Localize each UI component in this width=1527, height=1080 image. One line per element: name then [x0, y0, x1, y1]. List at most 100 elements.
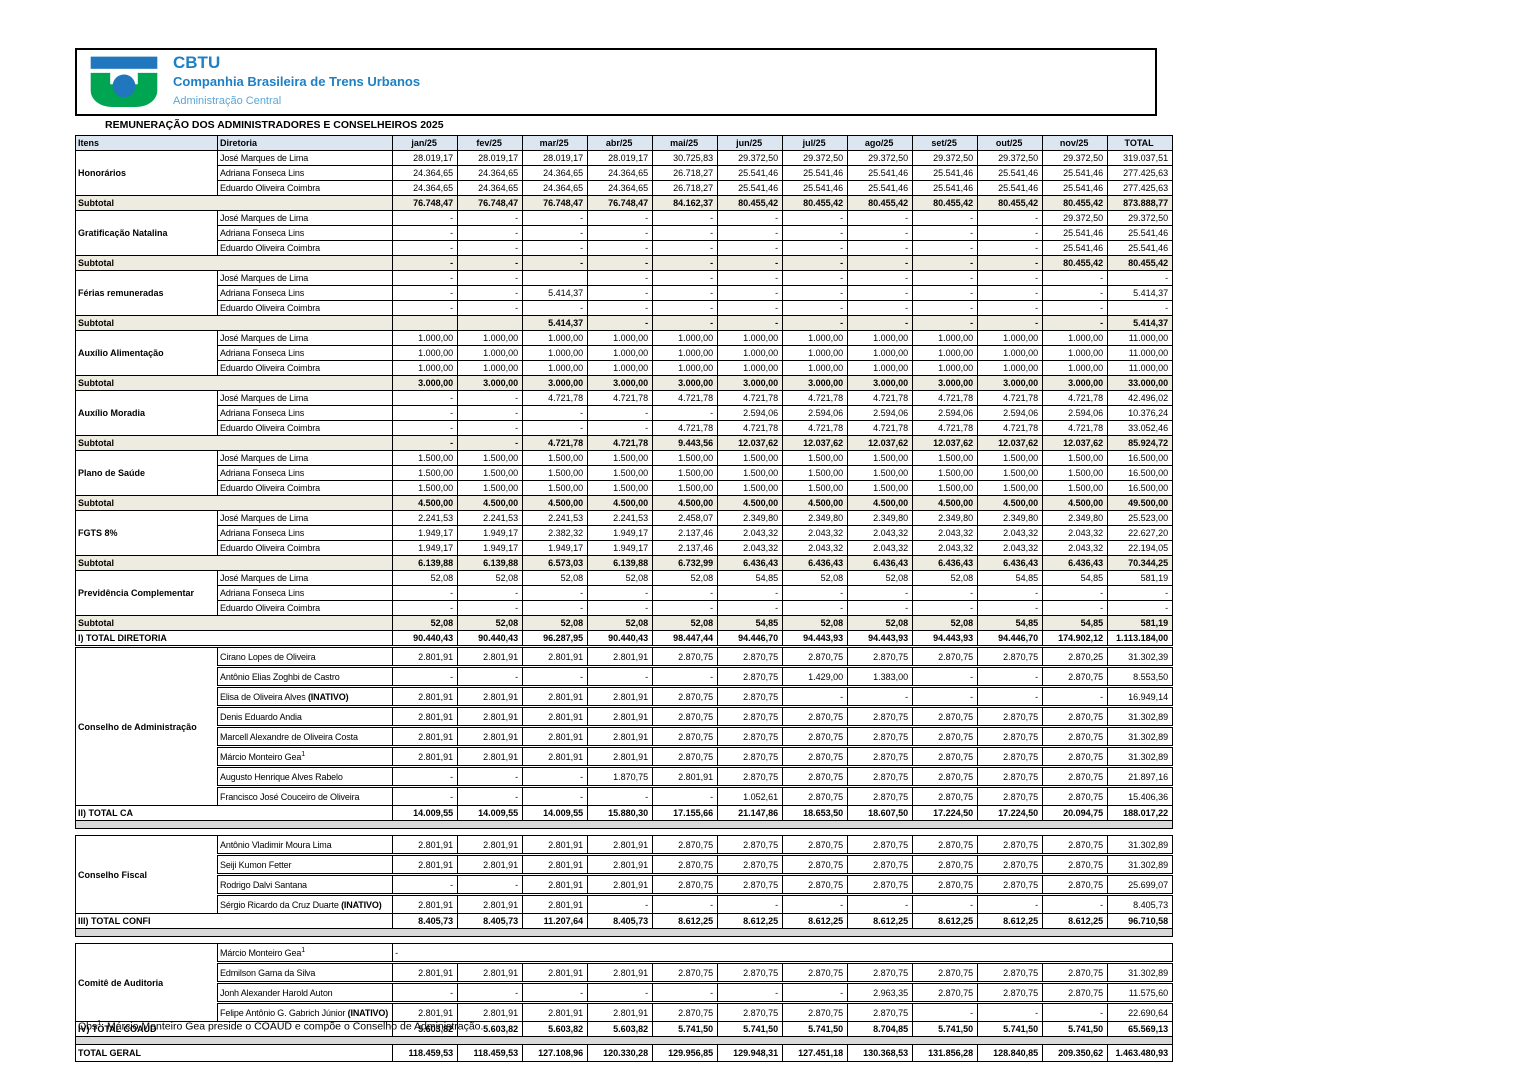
- amount-cell: 2.870,75: [912, 853, 979, 875]
- amount-cell: 2.870,75: [717, 745, 784, 767]
- amount-cell: -: [717, 210, 784, 226]
- member-row: Eduardo Oliveira Coimbra 1.000,00 1.000,00…: [76, 360, 1174, 376]
- amount-cell: -: [392, 765, 459, 787]
- amount-cell: 1.500,00: [587, 465, 654, 481]
- table-body: Honorários José Marques de Lima 28.019,17 2…: [74, 150, 1174, 1062]
- amount-cell: -: [652, 270, 719, 286]
- amount-cell: 6.573,03: [522, 555, 589, 571]
- amount-cell: 76.748,47: [457, 195, 524, 211]
- amount-cell: -: [977, 685, 1044, 707]
- section-label: Conselho Fiscal: [75, 835, 218, 914]
- amount-cell: 17.224,50: [977, 805, 1044, 821]
- amount-cell: 2.801,91: [587, 685, 654, 707]
- amount-cell: 2.801,91: [522, 725, 589, 747]
- amount-cell: 4.721,78: [522, 435, 589, 451]
- member-row: FGTS 8% José Marques de Lima 2.241,53 2.241…: [75, 510, 1174, 556]
- amount-cell: 1.870,75: [587, 765, 654, 787]
- amount-cell: 22.194,05: [1107, 540, 1174, 556]
- amount-cell: 1.500,00: [652, 480, 719, 496]
- amount-cell: 25.541,46: [1042, 240, 1109, 256]
- amount-cell: 2.043,32: [847, 540, 914, 556]
- amount-cell: 54,85: [1042, 615, 1109, 631]
- amount-cell: 4.721,78: [652, 390, 719, 406]
- amount-cell: 52,08: [782, 570, 849, 586]
- amount-cell: 54,85: [717, 615, 784, 631]
- amount-cell: 1.949,17: [587, 540, 654, 556]
- amount-cell: 52,08: [587, 615, 654, 631]
- amount-cell: 1.500,00: [522, 450, 589, 466]
- amount-cell: 1.500,00: [587, 450, 654, 466]
- amount-cell: -: [652, 981, 719, 1003]
- amount-cell: 2.594,06: [717, 405, 784, 421]
- amount-cell: 2.870,75: [717, 835, 784, 855]
- amount-cell: -: [912, 585, 979, 601]
- amount-cell: 2.870,75: [1042, 745, 1109, 767]
- member-row: Férias remuneradas José Marques de Lima - -…: [75, 270, 1174, 316]
- amount-cell: 2.801,91: [587, 745, 654, 767]
- amount-cell: 2.801,91: [457, 893, 524, 914]
- amount-cell: 2.801,91: [522, 853, 589, 875]
- column-header: fev/25: [457, 135, 524, 151]
- amount-cell: -: [1042, 285, 1109, 301]
- amount-cell: -: [847, 255, 914, 271]
- amount-cell: -: [522, 255, 589, 271]
- amount-cell: 2.870,75: [782, 961, 849, 983]
- amount-cell: 2.801,91: [392, 685, 459, 707]
- amount-cell: 2.870,75: [1042, 981, 1109, 1003]
- amount-cell: 8.612,25: [847, 913, 914, 929]
- amount-cell: 5.741,50: [782, 1021, 849, 1037]
- amount-cell: -: [457, 420, 524, 436]
- amount-cell: -: [1042, 893, 1109, 914]
- amount-cell: 3.000,00: [912, 375, 979, 391]
- amount-cell: 25.541,46: [1042, 165, 1109, 181]
- member-row: Previdência Complementar José Marques de …: [75, 570, 1174, 616]
- section-label: FGTS 8%: [75, 510, 218, 556]
- amount-cell: 8.612,25: [782, 913, 849, 929]
- amount-cell: -: [522, 210, 589, 226]
- person-name: Adriana Fonseca Lins: [216, 345, 394, 361]
- amount-cell: -: [457, 981, 524, 1003]
- person-name: Adriana Fonseca Lins: [216, 165, 394, 181]
- amount-cell: 1.500,00: [1042, 450, 1109, 466]
- amount-cell: 1.949,17: [457, 525, 524, 541]
- amount-cell: -: [392, 785, 459, 806]
- member-row: Conselho de Administração Cirano Lopes de…: [75, 645, 1174, 806]
- spacer-cell: [74, 1036, 1174, 1045]
- amount-cell: 1.500,00: [847, 465, 914, 481]
- amount-cell: -: [457, 390, 524, 406]
- amount-cell: 4.721,78: [1042, 420, 1109, 436]
- person-name: Marcell Alexandre de Oliveira Costa: [216, 725, 394, 747]
- company-division: Administração Central: [173, 95, 282, 107]
- person-name: José Marques de Lima: [216, 510, 394, 526]
- amount-cell: -: [912, 270, 979, 286]
- amount-cell: 2.349,80: [782, 510, 849, 526]
- amount-cell: -: [522, 665, 589, 687]
- amount-cell: 3.000,00: [717, 375, 784, 391]
- amount-cell: 16.500,00: [1107, 450, 1174, 466]
- amount-cell: -: [1042, 300, 1109, 316]
- amount-cell: 1.000,00: [522, 360, 589, 376]
- amount-cell: 52,08: [392, 615, 459, 631]
- amount-cell: 3.000,00: [977, 375, 1044, 391]
- company-name: CBTU: [173, 53, 221, 72]
- amount-cell: 2.594,06: [1042, 405, 1109, 421]
- amount-cell: -: [1107, 300, 1174, 316]
- person-name: Augusto Henrique Alves Rabelo: [216, 765, 394, 787]
- amount-cell: -: [717, 285, 784, 301]
- amount-cell: 2.870,75: [977, 765, 1044, 787]
- amount-cell: 2.801,91: [522, 745, 589, 767]
- amount-cell: 2.870,75: [717, 645, 784, 667]
- amount-cell: -: [1042, 315, 1109, 331]
- amount-cell: 1.500,00: [717, 480, 784, 496]
- amount-cell: 65.569,13: [1107, 1021, 1174, 1037]
- amount-cell: 2.043,32: [1042, 540, 1109, 556]
- amount-cell: 1.500,00: [977, 480, 1044, 496]
- amount-cell: 33.052,46: [1107, 420, 1174, 436]
- amount-cell: 3.000,00: [652, 375, 719, 391]
- amount-cell: -: [587, 285, 654, 301]
- amount-cell: -: [977, 210, 1044, 226]
- amount-cell: 6.436,43: [847, 555, 914, 571]
- amount-cell: 2.870,75: [652, 705, 719, 727]
- amount-cell: -: [847, 600, 914, 616]
- amount-cell: 2.801,91: [522, 873, 589, 895]
